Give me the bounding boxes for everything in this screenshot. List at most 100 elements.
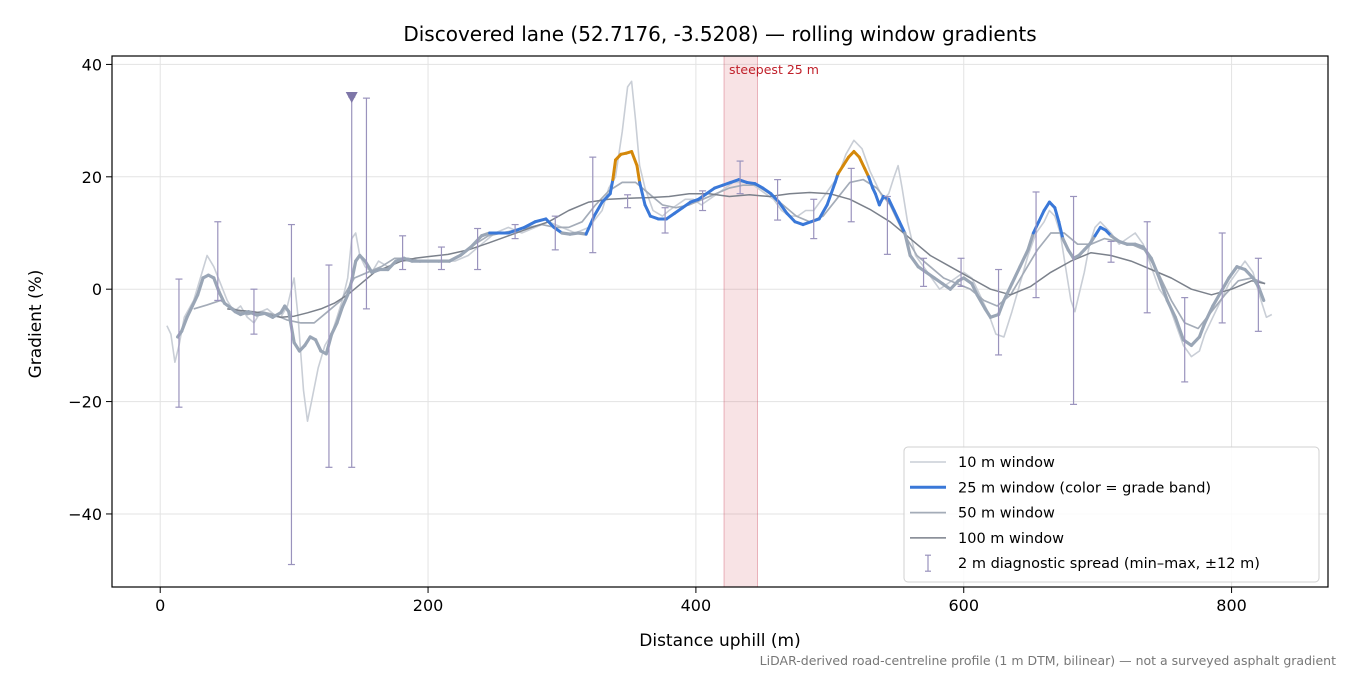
- series-25m-segment: [892, 209, 901, 224]
- series-25m-segment: [996, 298, 1006, 317]
- series-25m-segment: [681, 200, 693, 210]
- series-100m-line: [227, 191, 1266, 319]
- x-tick-label: 600: [948, 596, 979, 615]
- steepest-band-label: steepest 25 m: [729, 62, 819, 77]
- series-25m-segment: [1211, 290, 1223, 308]
- series-25m-segment: [1066, 248, 1076, 260]
- x-axis-title: Distance uphill (m): [639, 631, 800, 651]
- series-25m-segment: [924, 270, 936, 280]
- series-25m-segment: [533, 217, 548, 224]
- series-25m-segment: [350, 259, 358, 283]
- series-25m-segment: [1256, 284, 1266, 303]
- y-tick-label: 40: [82, 55, 102, 74]
- series-25m-segment: [975, 293, 987, 311]
- series-25m-segment: [1002, 281, 1014, 303]
- series-25m-segment: [887, 197, 896, 213]
- series-25m-segment: [638, 180, 647, 207]
- series-25m-segment: [867, 175, 875, 190]
- series-25m-segment: [185, 304, 194, 319]
- series-25m-segment: [962, 276, 974, 286]
- series-25m-segment: [940, 281, 952, 291]
- y-tick-label: 0: [92, 280, 102, 299]
- series-25m-segment: [1109, 234, 1121, 244]
- series-25m-segment: [1061, 237, 1070, 252]
- x-tick-label: 0: [155, 596, 165, 615]
- series-25m-segment: [1088, 234, 1097, 246]
- series-25m-segment: [1227, 265, 1239, 280]
- series-25m-segment: [1189, 335, 1202, 347]
- series-25m-segment: [705, 186, 717, 196]
- series-25m-segment: [836, 164, 845, 176]
- series-25m-segment: [303, 335, 312, 347]
- series-25m-segment: [948, 279, 960, 291]
- series-25m-segment: [1018, 248, 1030, 269]
- series-25m-segment: [664, 211, 676, 221]
- series-25m-segment: [857, 155, 867, 170]
- series-25m-segment: [611, 158, 618, 182]
- series-25m-segment: [970, 281, 979, 297]
- series-group: [166, 80, 1273, 422]
- series-25m-segment: [825, 180, 837, 207]
- series-25m-segment: [330, 321, 339, 336]
- series-25m-segment: [600, 192, 612, 204]
- series-25m-segment: [592, 200, 604, 218]
- series-25m-segment: [863, 166, 871, 179]
- series-25m-segment: [897, 220, 907, 235]
- series-25m-segment: [672, 206, 685, 215]
- plot-area: steepest 25 m 0 200 400 600 800 −40 −20 0 20 40: [68, 55, 1329, 615]
- series-25m-segment: [447, 253, 462, 263]
- plot-frame: [111, 55, 1329, 588]
- series-25m-segment: [932, 276, 944, 286]
- series-25m-segment: [608, 178, 615, 196]
- series-25m-segment: [544, 217, 556, 229]
- series-25m-segment: [292, 340, 302, 353]
- series-25m-segment: [1053, 206, 1061, 224]
- series-25m-segment: [753, 182, 765, 190]
- legend: 10 m window 25 m window (color = grade ba…: [903, 446, 1320, 583]
- series-25m-segment: [217, 290, 227, 305]
- series-25m-segment: [983, 307, 993, 319]
- series-25m-segment: [1197, 321, 1207, 339]
- series-25m-segment: [643, 203, 652, 218]
- series-25m-segment: [386, 259, 398, 272]
- legend-25m-label: 25 m window (color = grade band): [958, 480, 1211, 496]
- series-25m-segment: [1243, 267, 1255, 280]
- series-25m-segment: [335, 305, 344, 325]
- series-25m-segment: [1149, 256, 1161, 280]
- x-tick-label: 800: [1216, 596, 1247, 615]
- y-tick-label: −40: [68, 505, 102, 524]
- x-tick-label: 400: [681, 596, 712, 615]
- legend-error-bar-label: 2 m diagnostic spread (min–max, ±12 m): [958, 556, 1260, 572]
- series-25m-segment: [1010, 265, 1022, 286]
- series-25m-segment: [458, 245, 473, 258]
- series-25m-segment: [522, 220, 537, 229]
- series-25m-segment: [817, 203, 829, 221]
- series-25m-segment: [785, 211, 797, 224]
- legend-50m-label: 50 m window: [958, 506, 1055, 522]
- series-25m-segment: [1157, 276, 1169, 303]
- steepest-band: [723, 55, 758, 588]
- series-25m-segment: [313, 338, 323, 353]
- peak-marker-triangle: [345, 92, 358, 104]
- series-25m-segment: [635, 164, 642, 184]
- series-25m-segment: [1165, 298, 1177, 319]
- series-25m-segment: [340, 293, 350, 309]
- series-25m-segment: [903, 231, 912, 258]
- series-25m-segment: [761, 186, 773, 196]
- x-tick-label: 200: [413, 596, 444, 615]
- legend-10m-label: 10 m window: [958, 455, 1055, 471]
- series-25m-segment: [1251, 276, 1260, 288]
- series-25m-segment: [1037, 209, 1046, 224]
- series-25m-segment: [908, 253, 920, 269]
- y-tick-label: 20: [82, 168, 102, 187]
- series-25m-segment: [346, 279, 354, 297]
- series-25m-segment: [1042, 200, 1051, 213]
- legend-100m-label: 100 m window: [958, 531, 1064, 547]
- series-25m-segment: [1026, 231, 1035, 252]
- y-tick-label: −20: [68, 393, 102, 412]
- series-25m-segment: [916, 265, 928, 274]
- legend-box: [903, 446, 1320, 583]
- series-25m-segment: [190, 293, 200, 308]
- series-25m-segment: [841, 155, 851, 168]
